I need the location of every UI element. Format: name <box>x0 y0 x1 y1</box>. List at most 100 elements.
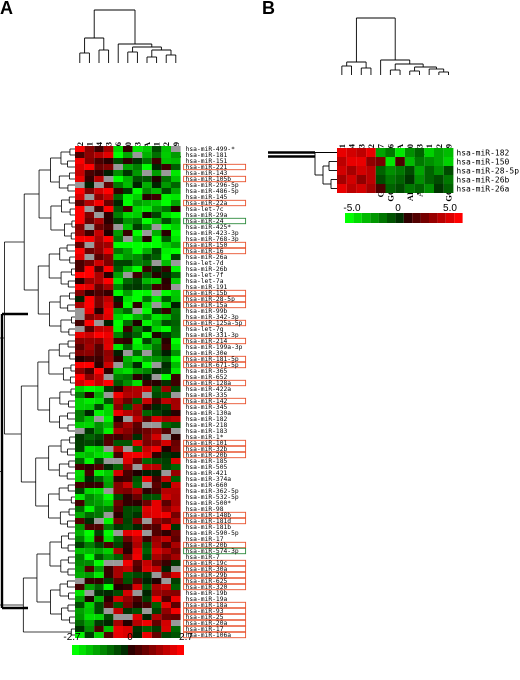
heatmap-cell <box>161 572 171 578</box>
row-label: hsa-miR-101 <box>186 440 228 447</box>
heatmap-cell <box>94 170 104 176</box>
heatmap-cell <box>75 362 85 368</box>
heatmap-cell <box>142 350 152 356</box>
scale-swatch <box>156 645 163 655</box>
heatmap-cell <box>94 356 104 362</box>
heatmap-cell <box>94 536 104 542</box>
heatmap-cell <box>151 494 162 500</box>
heatmap-cell <box>103 458 114 464</box>
heatmap-cell <box>123 446 133 452</box>
heatmap-cell <box>123 158 133 164</box>
heatmap-cell <box>75 218 85 224</box>
heatmap-cell <box>151 530 162 536</box>
heatmap-cell <box>84 572 95 578</box>
heatmap-cell <box>132 614 143 620</box>
heatmap-cell <box>132 320 143 326</box>
row-label: hsa-miR-320 <box>186 584 228 591</box>
heatmap-cell <box>142 332 152 338</box>
heatmap-cell <box>132 446 143 452</box>
heatmap-cell <box>132 542 143 548</box>
heatmap-cell <box>132 488 143 494</box>
heatmap-cell <box>84 632 95 638</box>
heatmap-cell <box>84 248 95 254</box>
heatmap-cell <box>113 482 123 488</box>
heatmap-cell <box>103 626 114 632</box>
heatmap-cell <box>84 482 95 488</box>
heatmap-cell <box>151 410 162 416</box>
heatmap-cell <box>151 428 162 434</box>
heatmap-cell <box>123 464 133 470</box>
heatmap-cell <box>132 398 143 404</box>
heatmap-cell <box>94 440 104 446</box>
heatmap-cell <box>161 536 171 542</box>
heatmap-cell <box>75 380 85 386</box>
heatmap-cell <box>443 175 454 184</box>
panel-b-label: B <box>262 0 275 18</box>
row-label: hsa-miR-185 <box>186 458 228 465</box>
heatmap-cell <box>151 260 162 266</box>
heatmap-cell <box>75 620 85 626</box>
heatmap-cell <box>161 368 171 374</box>
heatmap-cell <box>161 188 171 194</box>
heatmap-cell <box>75 500 85 506</box>
heatmap-cell <box>113 212 123 218</box>
heatmap-cell <box>132 506 143 512</box>
heatmap-cell <box>123 182 133 188</box>
heatmap-cell <box>142 200 152 206</box>
heatmap-cell <box>346 166 357 175</box>
heatmap-cell <box>171 554 181 560</box>
heatmap-cell <box>151 386 162 392</box>
heatmap-cell <box>103 440 114 446</box>
heatmap-cell <box>75 458 85 464</box>
heatmap-cell <box>151 416 162 422</box>
heatmap-cell <box>75 368 85 374</box>
heatmap-cell <box>113 284 123 290</box>
heatmap-cell <box>151 284 162 290</box>
heatmap-cell <box>161 332 171 338</box>
heatmap-cell <box>123 236 133 242</box>
heatmap-cell <box>94 200 104 206</box>
panel-b-scale-min: -5.0 <box>343 203 361 214</box>
heatmap-cell <box>161 374 171 380</box>
row-label: hsa-miR-99b <box>186 308 228 315</box>
heatmap-cell <box>171 344 181 350</box>
heatmap-cell <box>142 410 152 416</box>
heatmap-cell <box>161 218 171 224</box>
heatmap-cell <box>103 590 114 596</box>
heatmap-cell <box>142 530 152 536</box>
heatmap-cell <box>75 440 85 446</box>
heatmap-cell <box>84 182 95 188</box>
row-label: hsa-miR-335 <box>186 392 228 399</box>
heatmap-cell <box>171 320 181 326</box>
heatmap-cell <box>84 470 95 476</box>
heatmap-cell <box>151 404 162 410</box>
heatmap-cell <box>142 164 152 170</box>
heatmap-cell <box>151 236 162 242</box>
heatmap-cell <box>84 206 95 212</box>
heatmap-cell <box>123 386 133 392</box>
scale-swatch <box>345 213 354 223</box>
heatmap-cell <box>161 260 171 266</box>
heatmap-cell <box>142 512 152 518</box>
heatmap-cell <box>151 554 162 560</box>
heatmap-cell <box>346 157 357 166</box>
heatmap-cell <box>161 350 171 356</box>
heatmap-cell <box>113 248 123 254</box>
scale-swatch <box>370 213 379 223</box>
heatmap-cell <box>94 374 104 380</box>
scale-swatch <box>100 645 107 655</box>
heatmap-cell <box>142 314 152 320</box>
heatmap-cell <box>103 368 114 374</box>
heatmap-cell <box>103 176 114 182</box>
heatmap-cell <box>132 434 143 440</box>
heatmap-cell <box>103 422 114 428</box>
panel-b-row-dendrogram <box>268 151 337 189</box>
heatmap-cell <box>123 146 133 152</box>
row-label: hsa-miR-365 <box>186 368 228 375</box>
heatmap-cell <box>103 542 114 548</box>
row-label: hsa-miR-145 <box>186 194 228 201</box>
heatmap-cell <box>75 548 85 554</box>
heatmap-cell <box>123 260 133 266</box>
row-label: hsa-miR-182 <box>186 416 228 423</box>
